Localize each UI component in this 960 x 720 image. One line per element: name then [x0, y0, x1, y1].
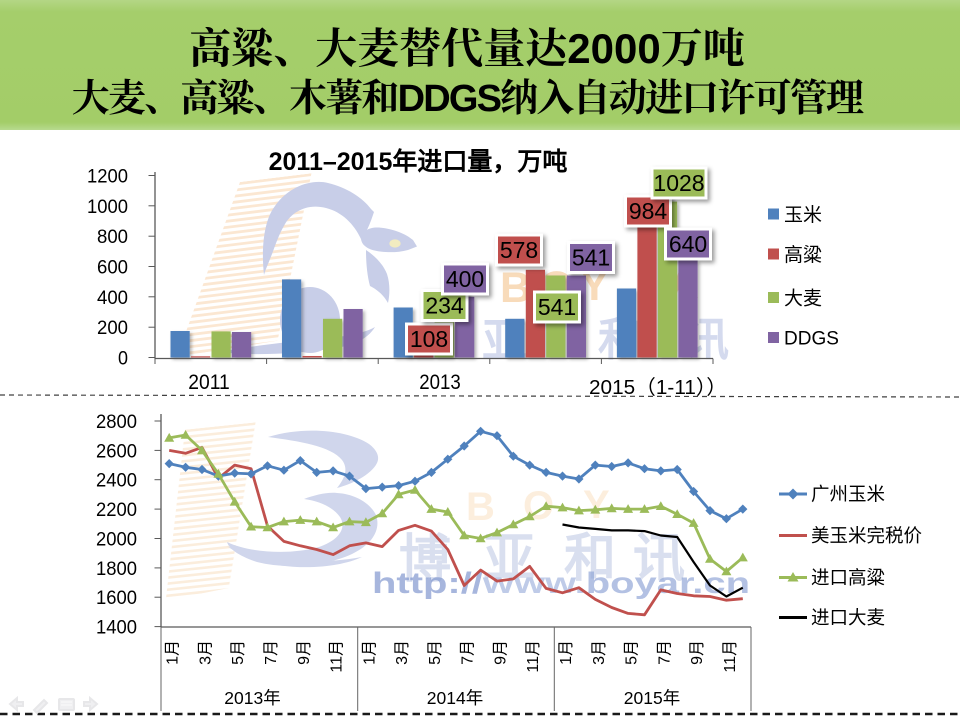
svg-text:600: 600 [97, 258, 128, 279]
svg-text:B: B [466, 485, 495, 529]
svg-text:5月: 5月 [624, 640, 641, 665]
svg-text:640: 640 [669, 231, 707, 257]
svg-text:11月: 11月 [329, 640, 346, 673]
svg-text:DDGS: DDGS [784, 324, 839, 351]
svg-text:3月: 3月 [198, 640, 215, 665]
svg-text:9月: 9月 [296, 640, 313, 665]
svg-text:进口高粱: 进口高粱 [811, 564, 885, 590]
svg-text:108: 108 [410, 326, 448, 352]
svg-text:11月: 11月 [722, 640, 739, 673]
svg-text:11月: 11月 [525, 640, 542, 673]
svg-text:2200: 2200 [96, 500, 137, 521]
svg-text:5月: 5月 [427, 640, 444, 665]
svg-text:3月: 3月 [591, 640, 608, 665]
svg-text:1000: 1000 [87, 197, 128, 218]
svg-text:7月: 7月 [460, 640, 477, 665]
svg-text:541: 541 [572, 245, 610, 271]
svg-text:800: 800 [97, 227, 128, 248]
svg-text:美玉米完税价: 美玉米完税价 [811, 522, 922, 548]
svg-text:1月: 1月 [165, 640, 182, 665]
svg-text:1600: 1600 [96, 588, 137, 609]
svg-text:2800: 2800 [96, 412, 137, 433]
svg-text:2000: 2000 [96, 530, 137, 551]
svg-text:984: 984 [629, 198, 668, 224]
svg-text:2400: 2400 [96, 471, 137, 492]
svg-text:400: 400 [446, 266, 484, 292]
svg-text:高粱: 高粱 [784, 240, 822, 267]
svg-text:讯: 讯 [633, 516, 685, 591]
svg-text:1400: 1400 [96, 618, 137, 639]
svg-text:234: 234 [425, 293, 464, 319]
svg-text:广州玉米: 广州玉米 [811, 481, 885, 507]
svg-text:400: 400 [97, 288, 128, 309]
svg-text:2011–2015年进口量，万吨: 2011–2015年进口量，万吨 [269, 142, 568, 178]
svg-text:0: 0 [118, 349, 128, 370]
svg-text:2011: 2011 [188, 371, 230, 394]
svg-text:5月: 5月 [230, 640, 247, 665]
svg-text:1月: 1月 [361, 640, 378, 665]
svg-text:2013: 2013 [419, 371, 461, 394]
svg-text:进口大麦: 进口大麦 [811, 604, 885, 630]
svg-text:9月: 9月 [689, 640, 706, 665]
svg-text:1028: 1028 [653, 170, 704, 196]
svg-text:大麦: 大麦 [784, 284, 822, 311]
svg-text:541: 541 [538, 294, 576, 320]
svg-text:200: 200 [97, 318, 128, 339]
svg-text:2015年: 2015年 [624, 688, 680, 708]
svg-text:1200: 1200 [87, 167, 128, 188]
svg-text:9月: 9月 [493, 640, 510, 665]
svg-text:578: 578 [500, 237, 538, 263]
svg-text:2014年: 2014年 [427, 688, 483, 708]
svg-text:玉米: 玉米 [784, 200, 822, 227]
svg-text:2013年: 2013年 [224, 688, 280, 708]
svg-text:3月: 3月 [394, 640, 411, 665]
svg-text:1月: 1月 [558, 640, 575, 665]
svg-text:Y: Y [583, 483, 610, 527]
svg-text:7月: 7月 [263, 640, 280, 665]
svg-text:2015（1-11））: 2015（1-11）） [589, 376, 727, 399]
svg-text:7月: 7月 [656, 640, 673, 665]
svg-text:2600: 2600 [96, 441, 137, 462]
svg-text:1800: 1800 [96, 559, 137, 580]
svg-text:http://www.boyar.cn: http://www. boyar.cn [372, 567, 750, 600]
